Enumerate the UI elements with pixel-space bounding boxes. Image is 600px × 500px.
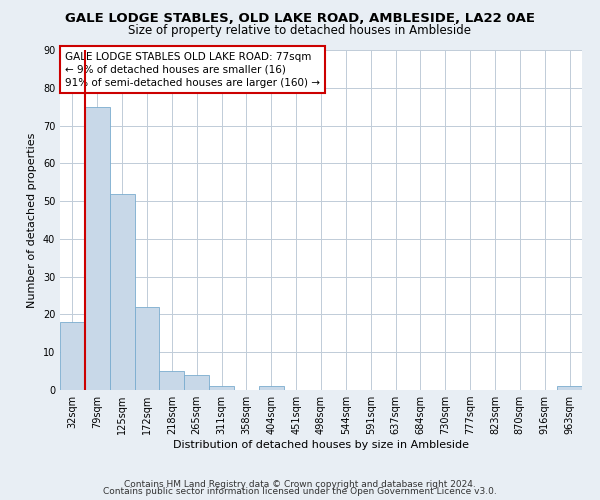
X-axis label: Distribution of detached houses by size in Ambleside: Distribution of detached houses by size … xyxy=(173,440,469,450)
Bar xyxy=(557,386,582,390)
Bar xyxy=(160,371,184,390)
Text: GALE LODGE STABLES, OLD LAKE ROAD, AMBLESIDE, LA22 0AE: GALE LODGE STABLES, OLD LAKE ROAD, AMBLE… xyxy=(65,12,535,26)
Text: Contains public sector information licensed under the Open Government Licence v3: Contains public sector information licen… xyxy=(103,488,497,496)
Bar xyxy=(85,106,110,390)
Bar xyxy=(60,322,85,390)
Text: GALE LODGE STABLES OLD LAKE ROAD: 77sqm
← 9% of detached houses are smaller (16): GALE LODGE STABLES OLD LAKE ROAD: 77sqm … xyxy=(65,52,320,88)
Text: Size of property relative to detached houses in Ambleside: Size of property relative to detached ho… xyxy=(128,24,472,37)
Bar xyxy=(209,386,234,390)
Bar xyxy=(184,375,209,390)
Bar xyxy=(110,194,134,390)
Text: Contains HM Land Registry data © Crown copyright and database right 2024.: Contains HM Land Registry data © Crown c… xyxy=(124,480,476,489)
Y-axis label: Number of detached properties: Number of detached properties xyxy=(27,132,37,308)
Bar xyxy=(134,307,160,390)
Bar xyxy=(259,386,284,390)
